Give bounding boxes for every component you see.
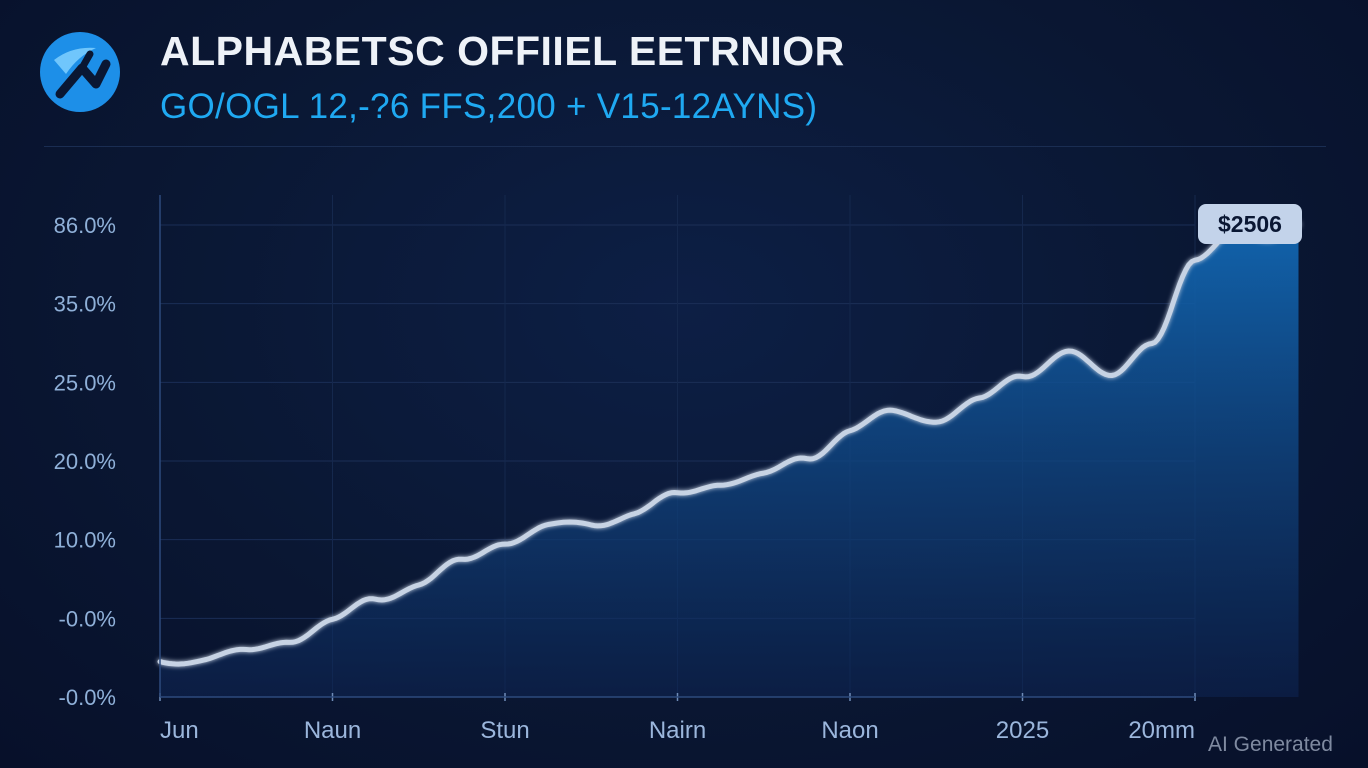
- x-tick-label: 2025: [996, 717, 1049, 744]
- y-tick-label: 35.0%: [54, 292, 116, 317]
- x-tick-label: Nairn: [649, 717, 706, 744]
- ai-generated-watermark: AI Generated: [1208, 733, 1333, 756]
- chart-subtitle: GO/OGL 12,-?6 FFS,200 + V15-12AYNS): [160, 87, 818, 126]
- y-tick-label: 25.0%: [54, 370, 116, 395]
- end-value-label: $2506: [1218, 211, 1282, 237]
- chart-title: ALPHABETSC OFFIIEL EETRNIOR: [160, 28, 845, 74]
- x-tick-label: Naun: [304, 717, 361, 744]
- series-line: [157, 219, 1301, 667]
- y-tick-label: 20.0%: [54, 449, 116, 474]
- y-tick-label: -0.0%: [59, 606, 116, 631]
- y-tick-label: -0.0%: [59, 685, 116, 710]
- y-tick-label: 10.0%: [54, 528, 116, 553]
- series-area: [160, 221, 1299, 697]
- header-divider: [44, 146, 1326, 147]
- x-tick-label: Stun: [480, 717, 529, 744]
- end-value-badge: [1198, 204, 1302, 244]
- x-tick-label: 20mm: [1128, 717, 1195, 744]
- alphabet-logo-icon: [40, 32, 120, 112]
- x-tick-label: Jun: [160, 717, 199, 744]
- y-tick-label: 86.0%: [54, 213, 116, 238]
- x-tick-label: Naon: [821, 717, 878, 744]
